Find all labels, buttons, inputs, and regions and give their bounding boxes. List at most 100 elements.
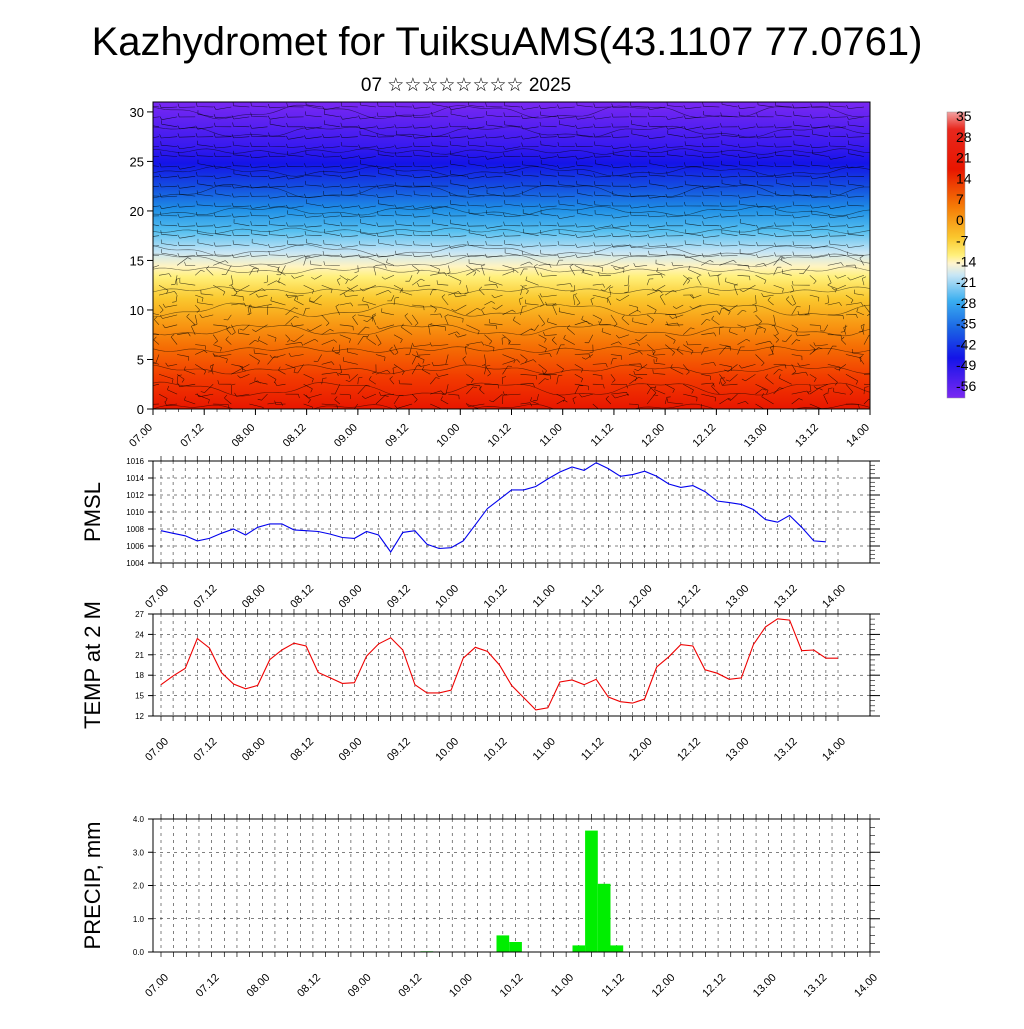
colorbar-label: 7 — [956, 191, 964, 207]
x-tick-label: 13.12 — [772, 583, 800, 611]
precip-bar — [598, 884, 611, 952]
x-tick-label: 12.12 — [700, 972, 728, 1000]
y-axis-label: PRECIP, mm — [80, 822, 105, 950]
x-tick-label: 11.12 — [589, 422, 616, 449]
x-tick-label: 07.00 — [143, 736, 171, 764]
x-tick-label: 10.12 — [486, 422, 514, 450]
colorbar-label: -28 — [956, 295, 976, 311]
y-tick-label: 0.0 — [133, 948, 145, 957]
x-tick-label: 14.00 — [844, 422, 872, 450]
y-tick-label: 25 — [130, 154, 144, 169]
x-tick-label: 08.12 — [281, 422, 309, 450]
x-tick-label: 08.00 — [230, 422, 258, 450]
x-tick-label: 13.12 — [802, 972, 830, 1000]
y-tick-label: 1004 — [126, 559, 144, 568]
x-tick-label: 11.00 — [549, 972, 576, 999]
x-tick-label: 09.12 — [385, 583, 413, 611]
x-tick-label: 13.12 — [793, 422, 821, 450]
precip-bar — [573, 945, 586, 952]
x-tick-label: 09.00 — [337, 736, 365, 764]
colorbar-label: -42 — [956, 336, 976, 352]
y-tick-label: 5 — [137, 352, 144, 367]
colorbar-label: 21 — [956, 150, 972, 166]
x-tick-label: 08.00 — [240, 583, 268, 611]
x-tick-label: 10.12 — [498, 972, 526, 1000]
precip-panel: 0.0 1.0 2.0 3.0 4.0 07.00 07.12 08.00 08.12 09.00… — [80, 814, 880, 1000]
x-tick-label: 09.12 — [396, 972, 424, 1000]
colorbar-label: -56 — [956, 378, 976, 394]
y-tick-label: 30 — [130, 105, 144, 120]
x-tick-label: 08.12 — [295, 972, 323, 1000]
x-tick-label: 10.12 — [482, 736, 510, 764]
colorbar-label: -14 — [956, 253, 976, 269]
x-tick-label: 13.00 — [723, 583, 751, 611]
colorbar-label: -21 — [956, 274, 976, 290]
x-tick-label: 12.12 — [691, 422, 719, 450]
x-tick-label: 14.00 — [820, 583, 848, 611]
colorbar-label: -7 — [956, 233, 969, 249]
x-tick-label: 08.00 — [244, 972, 272, 1000]
x-tick-label: 12.12 — [675, 736, 703, 764]
y-tick-label: 24 — [135, 630, 144, 639]
x-tick-label: 07.12 — [194, 972, 222, 1000]
x-tick-label: 10.00 — [434, 422, 462, 450]
y-tick-label: 15 — [130, 253, 144, 268]
y-tick-label: 10 — [130, 303, 144, 318]
x-tick-label: 07.00 — [143, 972, 171, 1000]
y-tick-label: 15 — [135, 692, 144, 701]
y-tick-label: 27 — [135, 610, 144, 619]
x-tick-label: 07.12 — [178, 422, 206, 450]
x-tick-label: 11.00 — [537, 422, 564, 449]
y-tick-label: 20 — [130, 204, 144, 219]
x-tick-label: 10.00 — [433, 583, 461, 611]
x-tick-label: 07.12 — [192, 583, 220, 611]
colorbar-label: 28 — [956, 129, 972, 145]
y-tick-label: 2.0 — [133, 882, 145, 891]
y-axis-label: TEMP at 2 M — [80, 601, 105, 729]
y-tick-label: 1016 — [126, 457, 144, 466]
x-tick-label: 08.12 — [288, 583, 316, 611]
x-tick-label: 12.12 — [675, 583, 703, 611]
x-tick-label: 12.00 — [627, 583, 655, 611]
x-tick-label: 13.00 — [742, 422, 770, 450]
y-tick-label: 12 — [135, 712, 144, 721]
colorbar-label: 35 — [956, 108, 972, 124]
x-tick-label: 10.00 — [447, 972, 475, 1000]
y-tick-label: 4.0 — [133, 815, 145, 824]
y-tick-label: 3.0 — [133, 848, 145, 857]
x-tick-label: 07.00 — [127, 422, 155, 450]
y-tick-label: 1006 — [126, 542, 144, 551]
y-tick-label: 1.0 — [133, 915, 145, 924]
y-axis-label: PMSL — [80, 482, 105, 542]
x-tick-label: 12.00 — [650, 972, 678, 1000]
chart-title: Kazhydromet for TuiksuAMS(43.1107 77.076… — [92, 20, 923, 64]
y-tick-label: 21 — [135, 651, 144, 660]
colorbar-label: -49 — [956, 357, 976, 373]
y-tick-label: 1008 — [126, 525, 144, 534]
x-tick-label: 08.12 — [288, 736, 316, 764]
series-line — [161, 463, 826, 552]
x-tick-label: 08.00 — [240, 736, 268, 764]
x-tick-label: 07.00 — [143, 583, 171, 611]
x-tick-label: 09.12 — [383, 422, 411, 450]
x-tick-label: 09.00 — [332, 422, 360, 450]
x-tick-label: 09.00 — [337, 583, 365, 611]
chart-subtitle: 07 ☆☆☆☆☆☆☆☆ 2025 — [361, 75, 571, 96]
series-line — [161, 619, 838, 710]
x-tick-label: 13.00 — [751, 972, 779, 1000]
x-tick-label: 09.00 — [346, 972, 374, 1000]
x-tick-label: 10.12 — [482, 583, 510, 611]
x-tick-label: 12.00 — [639, 422, 667, 450]
x-tick-label: 11.12 — [579, 736, 606, 763]
x-tick-label: 13.12 — [772, 736, 800, 764]
y-tick-label: 0 — [137, 402, 144, 417]
x-tick-label: 11.00 — [531, 583, 558, 610]
x-tick-label: 11.12 — [600, 972, 627, 999]
x-tick-label: 13.00 — [723, 736, 751, 764]
x-tick-label: 14.00 — [852, 972, 880, 1000]
